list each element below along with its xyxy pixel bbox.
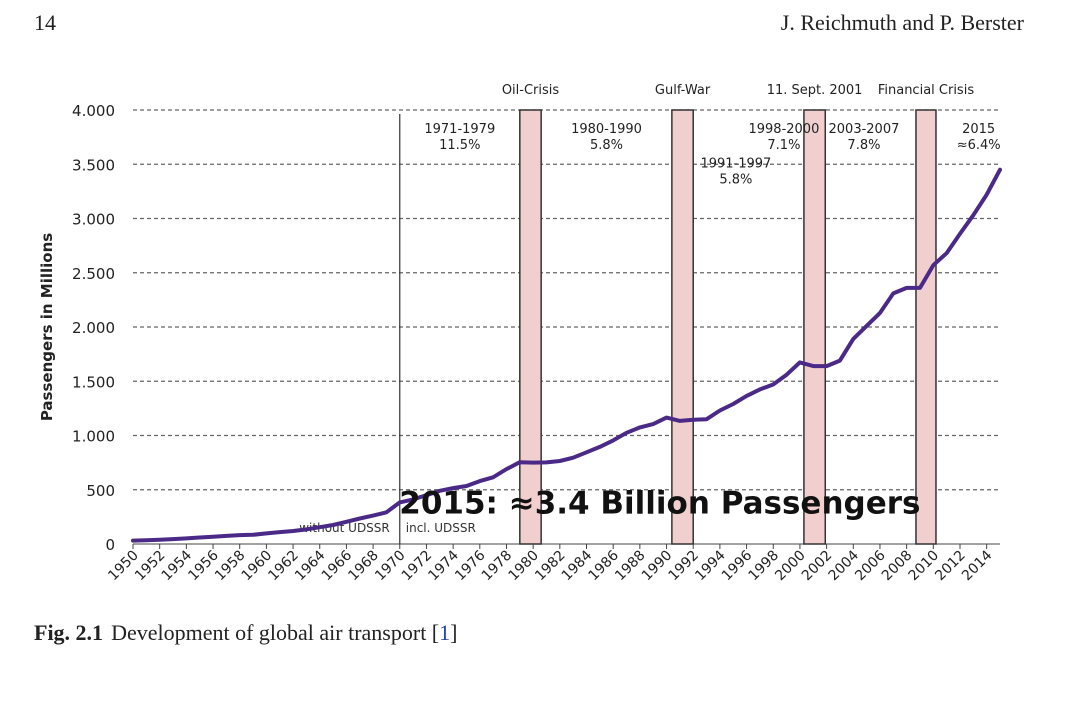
y-tick-label: 1.500 bbox=[72, 373, 115, 391]
y-tick-label: 500 bbox=[86, 482, 115, 500]
x-tick-label: 1986 bbox=[585, 547, 622, 584]
x-tick-label: 2010 bbox=[906, 548, 943, 585]
without-udssr-label: without UDSSR bbox=[299, 521, 390, 535]
growth-rate-label: 7.8% bbox=[847, 138, 880, 153]
crisis-band bbox=[915, 109, 937, 545]
page-number: 14 bbox=[34, 10, 56, 35]
figure-label: Fig. 2.1 bbox=[34, 620, 104, 645]
x-tick-label: 1982 bbox=[532, 548, 569, 585]
x-tick-label: 2006 bbox=[852, 547, 889, 584]
growth-period-label: 2003-2007 bbox=[829, 122, 900, 137]
incl-udssr-label: incl. UDSSR bbox=[406, 521, 476, 535]
passengers-annotation: 2015: ≈3.4 Billion Passengers bbox=[399, 486, 920, 522]
crisis-label: 11. Sept. 2001 bbox=[767, 83, 863, 98]
page-header: 14 J. Reichmuth and P. Berster bbox=[0, 0, 1080, 50]
x-tick-label: 2014 bbox=[959, 547, 996, 584]
growth-rate-label: 5.8% bbox=[719, 173, 752, 188]
growth-rate-label: 11.5% bbox=[439, 138, 480, 153]
x-tick-label: 1956 bbox=[185, 547, 222, 584]
growth-rate-label: 5.8% bbox=[590, 138, 623, 153]
air-transport-chart: 0 500 1.000 1.500 2.000 2.500 3.000 3.500 4.000 P… bbox=[38, 83, 1002, 585]
x-tick-label: 1990 bbox=[639, 548, 676, 585]
caption-text: Development of global air transport [ bbox=[111, 620, 440, 645]
x-tick-label: 2000 bbox=[772, 548, 809, 585]
reference-link[interactable]: 1 bbox=[439, 620, 451, 645]
x-tick-label: 1968 bbox=[345, 548, 382, 585]
x-tick-label: 1994 bbox=[692, 547, 729, 584]
page-authors: J. Reichmuth and P. Berster bbox=[780, 10, 1024, 35]
y-tick-label: 3.000 bbox=[72, 211, 115, 229]
growth-period-label: 1980-1990 bbox=[571, 122, 642, 137]
growth-period-label: 2015 bbox=[962, 122, 995, 137]
x-tick-label: 1972 bbox=[399, 548, 436, 585]
x-tick-label: 1980 bbox=[505, 548, 542, 585]
crisis-label: Oil-Crisis bbox=[502, 83, 560, 98]
passenger-series-line bbox=[131, 167, 1002, 543]
growth-period-label: 1998-2000 bbox=[748, 122, 819, 137]
growth-period-label: 1971-1979 bbox=[424, 122, 495, 137]
x-tick-label: 2004 bbox=[826, 547, 863, 584]
x-tick-label: 2002 bbox=[799, 548, 836, 585]
crisis-label: Financial Crisis bbox=[878, 83, 974, 98]
growth-rate-label: 7.1% bbox=[767, 138, 800, 153]
x-tick-label: 1992 bbox=[666, 548, 703, 585]
y-tick-label: 2.500 bbox=[72, 265, 115, 283]
x-tick-label: 1984 bbox=[559, 547, 596, 584]
y-tick-label: 3.500 bbox=[72, 156, 115, 174]
x-tick-label: 1974 bbox=[425, 547, 462, 584]
x-tick-label: 1962 bbox=[265, 548, 302, 585]
x-tick-label: 1954 bbox=[159, 547, 196, 584]
x-tick-label: 2012 bbox=[932, 548, 969, 585]
crisis-label: Gulf-War bbox=[655, 83, 711, 98]
y-tick-label: 0 bbox=[105, 536, 115, 554]
x-tick-label: 1960 bbox=[239, 548, 276, 585]
y-tick-label: 1.000 bbox=[72, 428, 115, 446]
y-tick-label: 2.000 bbox=[72, 319, 115, 337]
x-tick-label: 1964 bbox=[292, 547, 329, 584]
growth-period-label: 1991-1997 bbox=[700, 157, 771, 172]
y-tick-label: 4.000 bbox=[72, 102, 115, 120]
crisis-band bbox=[803, 109, 827, 545]
x-tick-label: 1952 bbox=[132, 548, 169, 585]
crisis-band bbox=[671, 109, 694, 545]
x-tick-label: 1978 bbox=[479, 548, 516, 585]
x-tick-label: 1998 bbox=[746, 548, 783, 585]
caption-close: ] bbox=[450, 620, 458, 645]
x-tick-label: 1996 bbox=[719, 547, 756, 584]
x-tick-label: 2008 bbox=[879, 548, 916, 585]
x-tick-label: 1988 bbox=[612, 548, 649, 585]
y-axis-label: Passengers in Millions bbox=[38, 233, 56, 421]
crisis-band bbox=[519, 109, 542, 545]
figure-caption: Fig. 2.1 Development of global air transp… bbox=[34, 620, 457, 646]
x-tick-label: 1966 bbox=[319, 547, 356, 584]
x-tick-label: 1958 bbox=[212, 548, 249, 585]
x-tick-label: 1970 bbox=[372, 548, 409, 585]
growth-rate-label: ≈6.4% bbox=[957, 138, 1001, 153]
x-tick-label: 1976 bbox=[452, 547, 489, 584]
